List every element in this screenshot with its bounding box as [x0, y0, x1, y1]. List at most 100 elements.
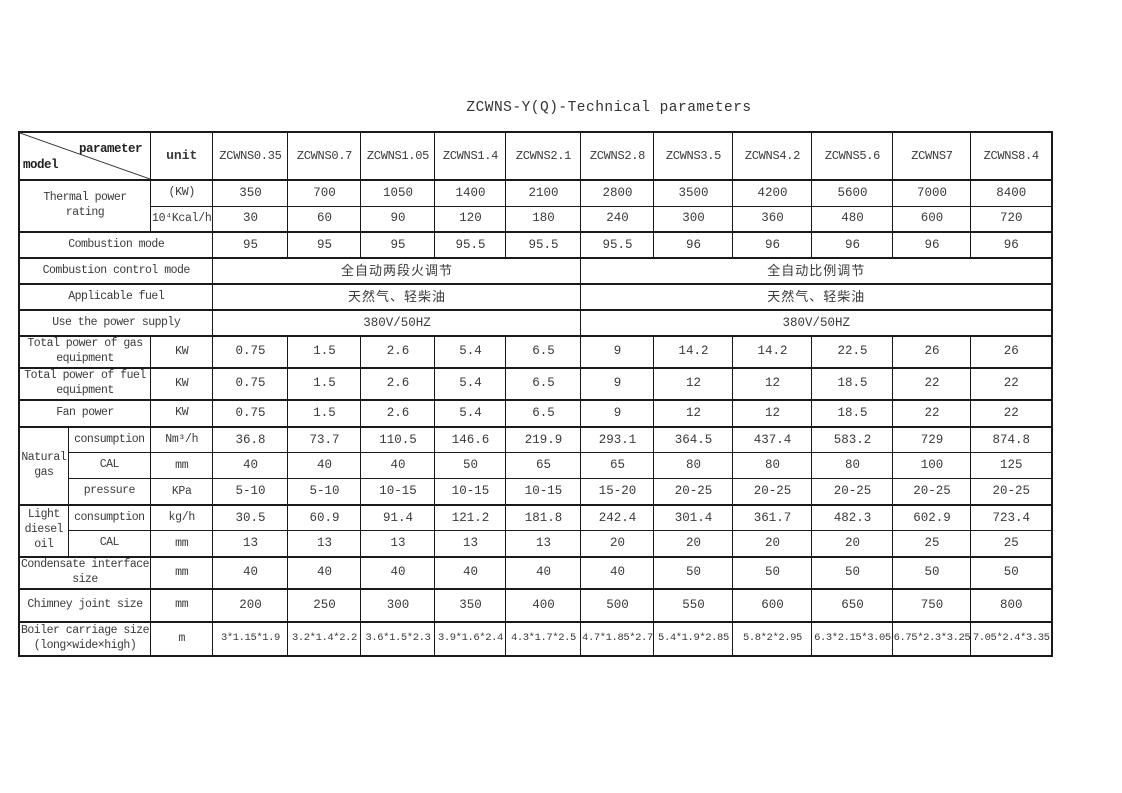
value-cell: 361.7: [732, 503, 813, 532]
value-cell: 360: [732, 205, 813, 233]
merged-value-cell: 380V/50HZ: [580, 309, 1053, 337]
value-cell: 95: [212, 231, 289, 259]
row-label-condensate: Condensate interface size: [18, 555, 152, 590]
fuel-equipment-power-row: Total power of fuel equipment KW 0.75 1.…: [18, 366, 1053, 401]
value-cell: 20: [732, 530, 813, 558]
value-cell: 22: [970, 366, 1053, 401]
value-cell: 2100: [505, 179, 582, 207]
merged-value-cell: 全自动两段火调节: [212, 257, 582, 285]
value-cell: 13: [505, 530, 582, 558]
value-cell: 500: [580, 587, 655, 623]
value-cell: 40: [360, 555, 436, 590]
value-cell: 6.5: [505, 366, 582, 401]
combustion-control-row: Combustion control mode 全自动两段火调节 全自动比例调节: [18, 257, 1053, 285]
value-cell: 30.5: [212, 503, 289, 532]
value-cell: 1050: [360, 179, 436, 207]
value-cell: 2.6: [360, 366, 436, 401]
model-header: ZCWNS4.2: [732, 131, 813, 181]
unit-cell: kg/h: [150, 503, 214, 532]
row-label-applicable-fuel: Applicable fuel: [18, 283, 214, 311]
value-cell: 36.8: [212, 425, 289, 454]
value-cell: 50: [970, 555, 1053, 590]
value-cell: 219.9: [505, 425, 582, 454]
value-cell: 14.2: [653, 335, 734, 369]
page-title: ZCWNS-Y(Q)-Technical parameters: [466, 100, 752, 116]
value-cell: 583.2: [811, 425, 894, 454]
value-cell: 0.75: [212, 398, 289, 428]
row-label-consumption: consumption: [67, 503, 152, 532]
corner-parameter-label: parameter: [79, 142, 143, 156]
row-label-combustion-mode: Combustion mode: [18, 231, 214, 259]
value-cell: 12: [653, 398, 734, 428]
merged-value-cell: 天然气、轻柴油: [580, 283, 1053, 311]
row-label-boiler-size: Boiler carriage size (long×wide×high): [18, 620, 152, 657]
row-label-cal: CAL: [67, 530, 152, 558]
unit-cell: mm: [150, 452, 214, 480]
value-cell: 2.6: [360, 335, 436, 369]
value-cell: 5.4: [434, 335, 507, 369]
model-header: ZCWNS1.4: [434, 131, 507, 181]
value-cell: 600: [892, 205, 972, 233]
value-cell: 181.8: [505, 503, 582, 532]
value-cell: 3.6*1.5*2.3: [360, 620, 436, 657]
model-header: ZCWNS5.6: [811, 131, 894, 181]
value-cell: 125: [970, 452, 1053, 480]
value-cell: 12: [732, 366, 813, 401]
value-cell: 20-25: [811, 478, 894, 506]
value-cell: 800: [970, 587, 1053, 623]
thermal-power-kcal-row: 10⁴Kcal/h 30 60 90 120 180 240 300 360 4…: [19, 205, 1053, 233]
value-cell: 96: [811, 231, 894, 259]
value-cell: 96: [653, 231, 734, 259]
value-cell: 80: [732, 452, 813, 480]
value-cell: 50: [811, 555, 894, 590]
value-cell: 100: [892, 452, 972, 480]
value-cell: 8400: [970, 179, 1053, 207]
value-cell: 80: [811, 452, 894, 480]
value-cell: 60.9: [287, 503, 362, 532]
value-cell: 110.5: [360, 425, 436, 454]
value-cell: 40: [287, 452, 362, 480]
value-cell: 22: [892, 398, 972, 428]
chimney-row: Chimney joint size mm 200 250 300 350 40…: [18, 587, 1053, 623]
model-header: ZCWNS0.7: [287, 131, 362, 181]
value-cell: 14.2: [732, 335, 813, 369]
value-cell: 3500: [653, 179, 734, 207]
value-cell: 40: [212, 555, 289, 590]
model-header: ZCWNS1.05: [360, 131, 436, 181]
unit-cell: KW: [150, 398, 214, 428]
value-cell: 50: [892, 555, 972, 590]
model-header: ZCWNS3.5: [653, 131, 734, 181]
unit-cell: 10⁴Kcal/h: [150, 205, 214, 233]
model-header: ZCWNS8.4: [970, 131, 1053, 181]
value-cell: 22: [970, 398, 1053, 428]
value-cell: 13: [212, 530, 289, 558]
value-cell: 12: [653, 366, 734, 401]
value-cell: 5.4*1.9*2.85: [653, 620, 734, 657]
model-header: ZCWNS2.8: [580, 131, 655, 181]
value-cell: 65: [580, 452, 655, 480]
value-cell: 20: [580, 530, 655, 558]
value-cell: 5.4: [434, 398, 507, 428]
value-cell: 6.75*2.3*3.25: [892, 620, 972, 657]
value-cell: 40: [434, 555, 507, 590]
value-cell: 95.5: [580, 231, 655, 259]
unit-cell: m: [150, 620, 214, 657]
value-cell: 40: [580, 555, 655, 590]
value-cell: 18.5: [811, 398, 894, 428]
value-cell: 40: [287, 555, 362, 590]
unit-cell: KW: [150, 366, 214, 401]
row-label-gas-power: Total power of gas equipment: [18, 335, 152, 369]
row-label-thermal-power: Thermal power rating: [18, 179, 152, 233]
value-cell: 121.2: [434, 503, 507, 532]
natural-gas-pressure-row: pressure KPa 5-10 5-10 10-15 10-15 10-15…: [19, 478, 1053, 506]
value-cell: 10-15: [360, 478, 436, 506]
value-cell: 80: [653, 452, 734, 480]
value-cell: 4.7*1.85*2.7: [580, 620, 655, 657]
value-cell: 700: [287, 179, 362, 207]
value-cell: 20-25: [892, 478, 972, 506]
value-cell: 250: [287, 587, 362, 623]
group-label-light-diesel: Light diesel oil: [18, 503, 69, 558]
value-cell: 482.3: [811, 503, 894, 532]
model-header: ZCWNS0.35: [212, 131, 289, 181]
value-cell: 40: [360, 452, 436, 480]
